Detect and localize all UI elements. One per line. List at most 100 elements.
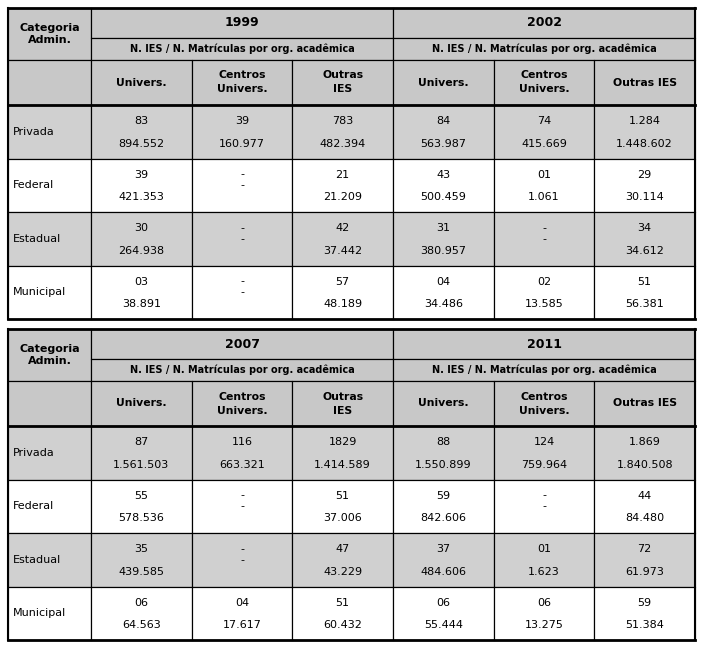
Text: Centros
Univers.: Centros Univers. <box>519 391 569 415</box>
Bar <box>594 60 695 105</box>
Bar <box>393 586 494 640</box>
Bar <box>494 426 594 480</box>
Text: 72: 72 <box>638 544 652 554</box>
Text: 87: 87 <box>134 437 148 447</box>
Text: Outras
IES: Outras IES <box>322 391 363 415</box>
Text: 1.623: 1.623 <box>528 566 560 577</box>
Text: 759.964: 759.964 <box>521 459 567 470</box>
Bar <box>494 159 594 212</box>
Text: -: - <box>240 502 244 511</box>
Bar <box>594 212 695 266</box>
Text: N. IES / N. Matrículas por org. acadêmica: N. IES / N. Matrículas por org. acadêmic… <box>432 365 657 375</box>
Text: N. IES / N. Matrículas por org. acadêmica: N. IES / N. Matrículas por org. acadêmic… <box>432 44 657 54</box>
Text: -: - <box>542 491 546 500</box>
Text: -: - <box>542 502 546 511</box>
Bar <box>8 8 91 60</box>
Bar <box>292 533 393 586</box>
Text: Categoria: Categoria <box>19 23 80 33</box>
Text: 415.669: 415.669 <box>521 139 567 148</box>
Bar <box>91 60 192 105</box>
Bar <box>393 8 695 38</box>
Text: 06: 06 <box>437 597 451 608</box>
Bar <box>91 8 393 38</box>
Text: 1.840.508: 1.840.508 <box>617 459 673 470</box>
Text: 55: 55 <box>134 491 148 500</box>
Text: Admin.: Admin. <box>27 35 72 45</box>
Text: 482.394: 482.394 <box>320 139 366 148</box>
Text: -: - <box>240 180 244 191</box>
Text: 13.275: 13.275 <box>524 620 563 630</box>
Bar <box>8 105 91 159</box>
Bar <box>8 381 91 426</box>
Bar <box>8 426 91 480</box>
Text: 51: 51 <box>638 277 652 286</box>
Text: 30.114: 30.114 <box>625 192 664 202</box>
Text: 2007: 2007 <box>224 338 259 351</box>
Text: 83: 83 <box>134 116 148 126</box>
Text: 264.938: 264.938 <box>118 246 165 255</box>
Bar <box>8 159 91 212</box>
Bar <box>192 586 292 640</box>
Bar <box>292 381 393 426</box>
Bar <box>494 480 594 533</box>
Text: N. IES / N. Matrículas por org. acadêmica: N. IES / N. Matrículas por org. acadêmic… <box>129 365 354 375</box>
Text: 84: 84 <box>436 116 451 126</box>
Text: -: - <box>240 234 244 244</box>
Bar <box>292 105 393 159</box>
Bar <box>8 266 91 319</box>
Text: Admin.: Admin. <box>27 356 72 366</box>
Text: 1.869: 1.869 <box>628 437 661 447</box>
Bar <box>393 381 494 426</box>
Bar <box>91 381 192 426</box>
Text: 21: 21 <box>335 170 349 179</box>
Text: Estadual: Estadual <box>13 234 61 244</box>
Text: 1.561.503: 1.561.503 <box>113 459 169 470</box>
Text: Outras
IES: Outras IES <box>322 71 363 95</box>
Bar <box>494 381 594 426</box>
Bar <box>292 60 393 105</box>
Text: 1.284: 1.284 <box>628 116 661 126</box>
Bar <box>8 586 91 640</box>
Text: 39: 39 <box>235 116 249 126</box>
Bar <box>91 212 192 266</box>
Text: 42: 42 <box>335 223 350 233</box>
Text: 43: 43 <box>437 170 451 179</box>
Bar <box>393 105 494 159</box>
Text: 30: 30 <box>134 223 148 233</box>
Bar <box>192 381 292 426</box>
Bar <box>393 359 695 381</box>
Bar <box>393 480 494 533</box>
Bar <box>594 533 695 586</box>
Bar <box>91 533 192 586</box>
Bar <box>8 329 91 381</box>
Text: 13.585: 13.585 <box>524 299 563 309</box>
Text: -: - <box>240 544 244 554</box>
Text: Outras IES: Outras IES <box>613 78 677 87</box>
Bar <box>393 60 494 105</box>
Text: Univers.: Univers. <box>116 78 167 87</box>
Text: 116: 116 <box>231 437 252 447</box>
Text: Privada: Privada <box>13 448 55 457</box>
Text: Univers.: Univers. <box>418 78 469 87</box>
Text: 38.891: 38.891 <box>122 299 161 309</box>
Bar <box>393 329 695 359</box>
Bar <box>192 105 292 159</box>
Text: 439.585: 439.585 <box>118 566 165 577</box>
Text: Federal: Federal <box>13 502 54 511</box>
Bar <box>494 533 594 586</box>
Text: 47: 47 <box>335 544 350 554</box>
Bar <box>8 60 91 105</box>
Text: 484.606: 484.606 <box>420 566 466 577</box>
Text: -: - <box>542 223 546 233</box>
Text: -: - <box>240 555 244 565</box>
Text: Centros
Univers.: Centros Univers. <box>217 71 267 95</box>
Text: 06: 06 <box>134 597 148 608</box>
Bar <box>192 426 292 480</box>
Text: 64.563: 64.563 <box>122 620 161 630</box>
Text: 02: 02 <box>537 277 551 286</box>
Bar <box>494 586 594 640</box>
Text: 17.617: 17.617 <box>223 620 262 630</box>
Bar <box>393 212 494 266</box>
Text: 35: 35 <box>134 544 148 554</box>
Text: -: - <box>240 287 244 297</box>
